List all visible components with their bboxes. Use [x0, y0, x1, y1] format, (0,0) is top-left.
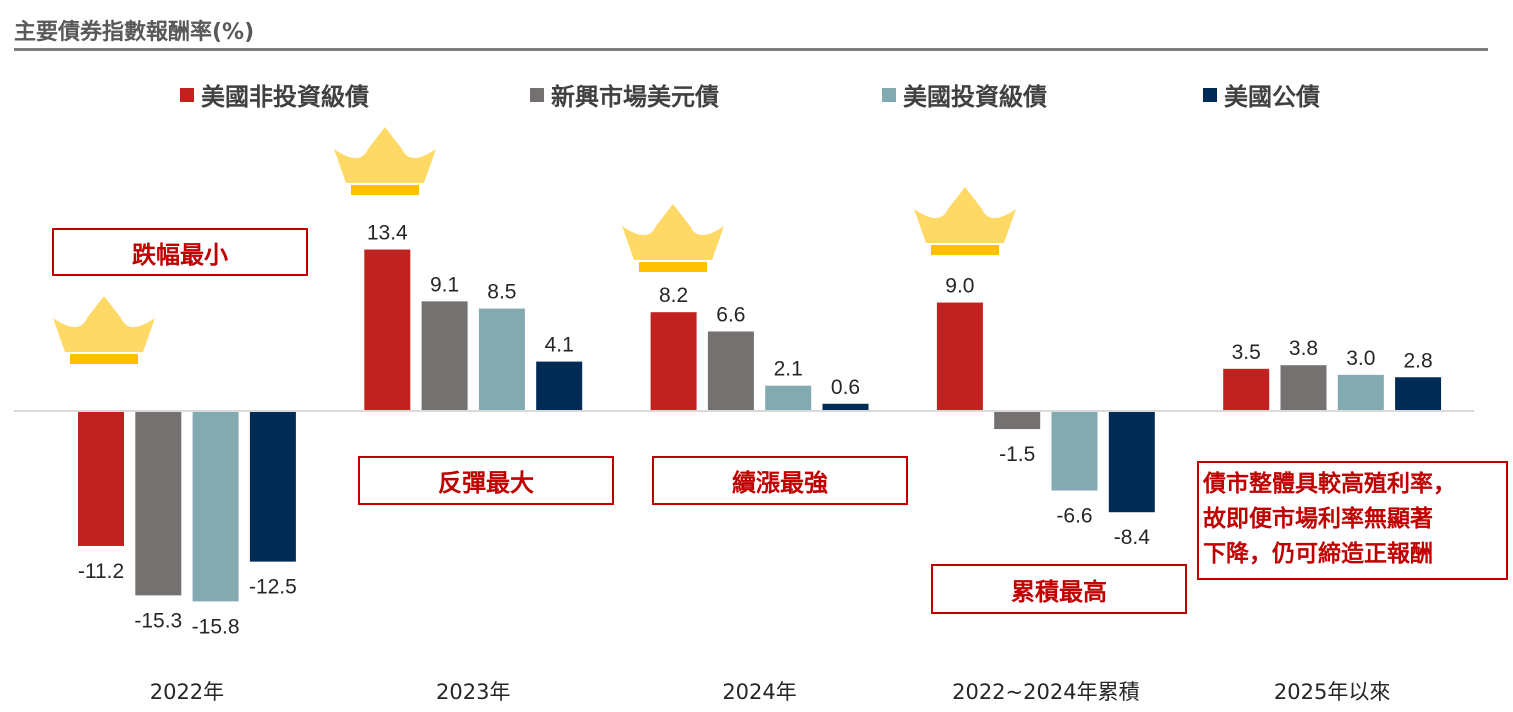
bar	[994, 411, 1041, 430]
data-label: -11.2	[78, 560, 124, 583]
bar	[1051, 411, 1098, 491]
callout-yield-note: 債市整體具較高殖利率， 故即便市場利率無顯著 下降，仍可締造正報酬	[1197, 461, 1508, 580]
bar	[936, 302, 983, 411]
bar	[765, 385, 812, 411]
data-label: -15.3	[134, 609, 182, 632]
bar	[1280, 365, 1327, 411]
data-label: 9.0	[945, 275, 974, 298]
bar	[1223, 368, 1270, 411]
data-label: -6.6	[1056, 505, 1092, 528]
legend-swatch	[1203, 88, 1217, 102]
crown-band	[639, 262, 707, 272]
crown-band	[70, 354, 138, 364]
data-label: 6.6	[716, 303, 745, 326]
data-label: 3.8	[1289, 337, 1318, 360]
crown-band	[351, 185, 419, 195]
bar	[822, 403, 869, 411]
data-label: 9.1	[430, 273, 459, 296]
callout-smallest-drop: 跌幅最小	[52, 228, 308, 276]
data-label: -8.4	[1114, 526, 1151, 549]
data-label: 13.4	[367, 222, 408, 245]
legend-swatch	[530, 88, 544, 102]
bar	[364, 249, 411, 411]
callout-highest-cumulative: 累積最高	[931, 564, 1187, 614]
bar	[1108, 411, 1155, 513]
crown-shape	[622, 204, 724, 260]
data-label: 3.5	[1232, 341, 1261, 364]
bar	[192, 411, 239, 602]
data-label: 3.0	[1346, 347, 1375, 370]
bar	[421, 301, 468, 411]
legend-swatch	[180, 88, 194, 102]
category-label: 2022年	[150, 680, 224, 704]
crown-shape	[53, 296, 155, 352]
data-label: 8.2	[659, 284, 688, 307]
legend-label: 新興市場美元債	[551, 83, 719, 111]
bar	[135, 411, 182, 596]
page-title: 主要債券指數報酬率(%)	[14, 20, 255, 45]
data-label: 0.6	[831, 376, 860, 399]
callout-strongest-rally: 續漲最強	[652, 456, 908, 505]
callout-biggest-rebound: 反彈最大	[358, 456, 614, 505]
data-label: -1.5	[999, 443, 1035, 466]
crown-shape	[914, 187, 1016, 243]
note-line-1: 債市整體具較高殖利率，	[1203, 471, 1456, 497]
data-label: 4.1	[545, 334, 574, 357]
data-label: 2.1	[774, 358, 803, 381]
category-label: 2022~2024年累積	[952, 680, 1139, 704]
crown-icon	[914, 187, 1016, 255]
bar	[707, 331, 754, 411]
note-line-2: 故即便市場利率無顯著	[1203, 506, 1433, 532]
legend-label: 美國投資級債	[903, 83, 1047, 111]
legend-label: 美國非投資級債	[201, 83, 369, 111]
crown-icon	[622, 204, 724, 272]
bar	[78, 411, 124, 546]
crown-shape	[334, 127, 436, 183]
category-label: 2024年	[722, 680, 796, 704]
note-line-3: 下降，仍可締造正報酬	[1203, 541, 1433, 567]
data-label: 8.5	[487, 281, 516, 304]
bar	[249, 411, 296, 562]
crown-icon	[334, 127, 436, 195]
category-label: 2025年以來	[1274, 680, 1390, 704]
bar	[478, 308, 525, 411]
data-label: 2.8	[1403, 349, 1432, 372]
category-label: 2023年	[436, 680, 510, 704]
data-label: -15.8	[192, 615, 240, 638]
legend-swatch	[882, 88, 896, 102]
crown-band	[931, 245, 999, 255]
legend-label: 美國公債	[1224, 83, 1320, 111]
bar	[536, 361, 583, 411]
crown-icon	[53, 296, 155, 364]
bar	[1337, 374, 1384, 411]
bar	[650, 312, 697, 411]
title-divider	[14, 48, 1488, 51]
bar	[1395, 377, 1442, 411]
data-label: -12.5	[249, 576, 297, 599]
